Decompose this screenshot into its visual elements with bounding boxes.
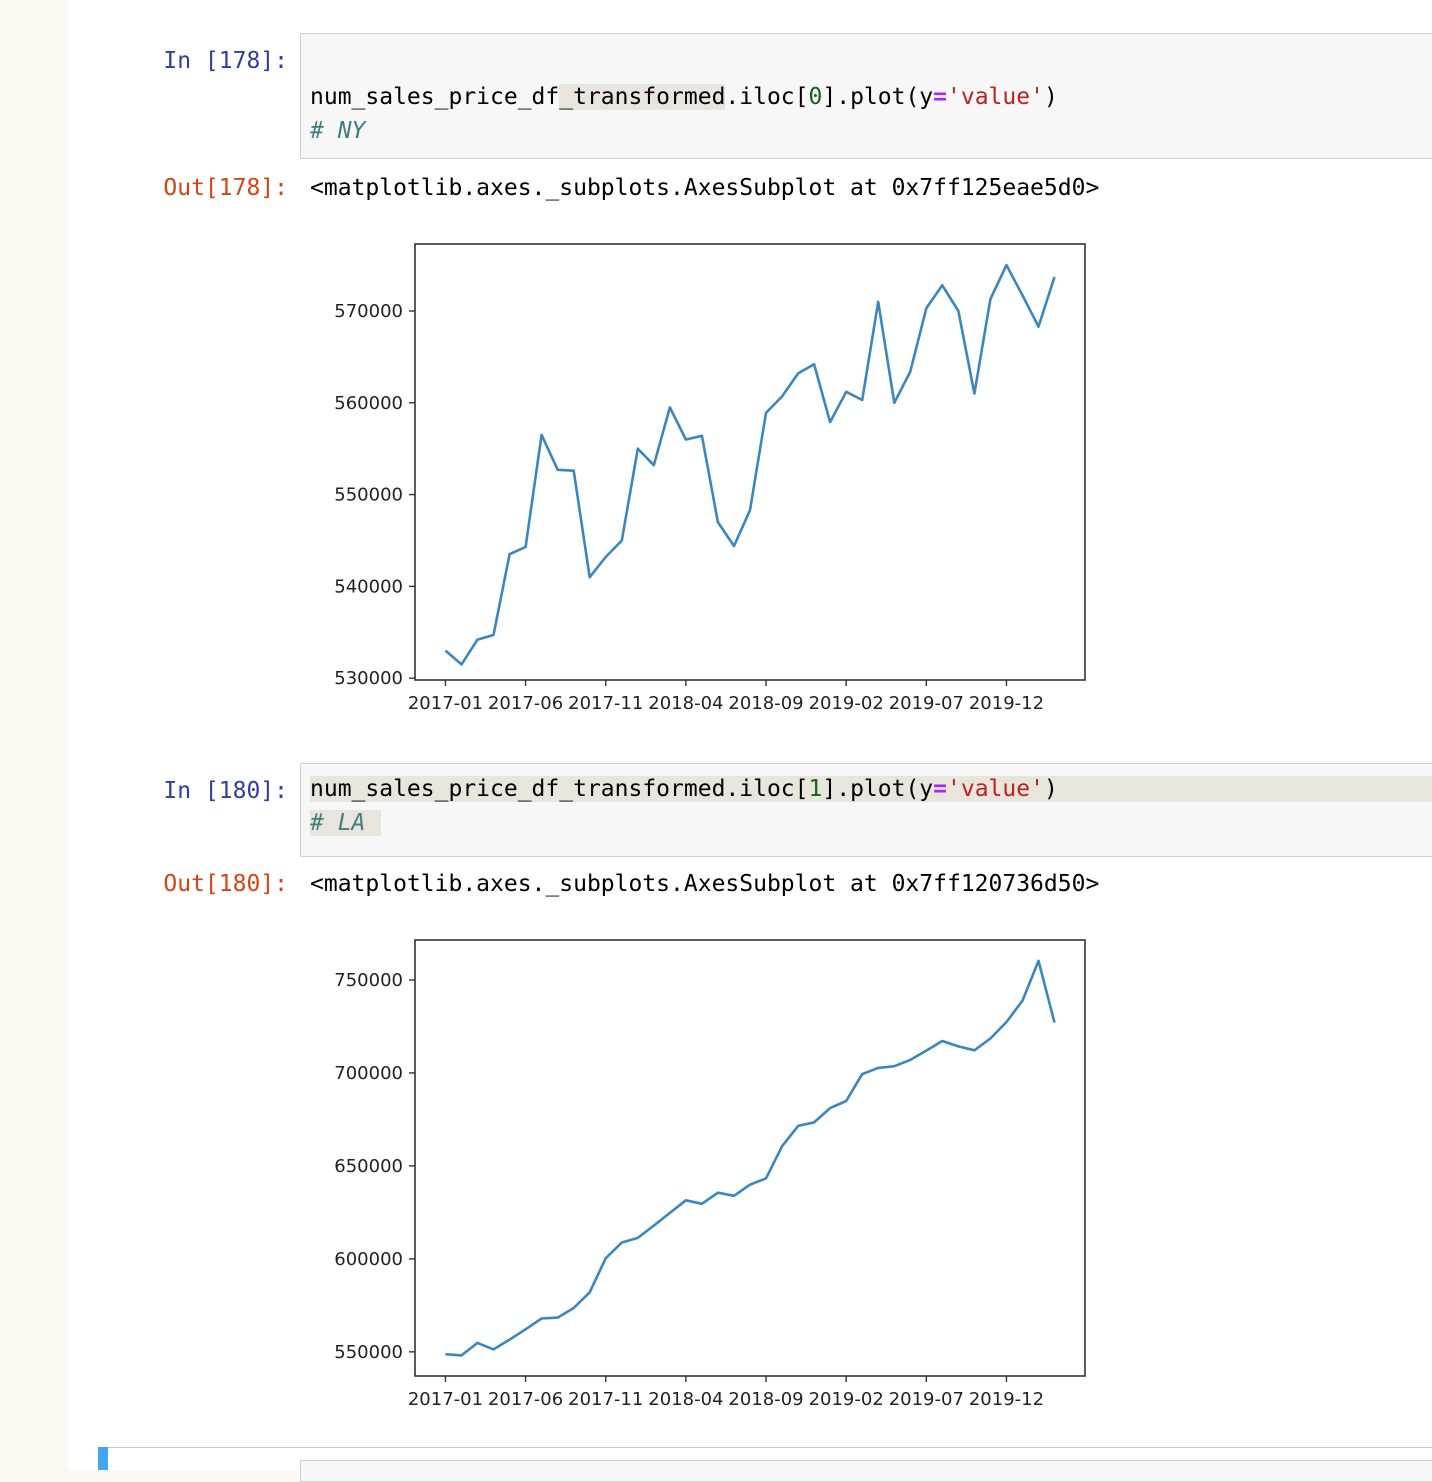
code-token-highlight: _transformed <box>559 84 726 110</box>
selected-cell-indicator <box>98 1447 108 1470</box>
x-tick-label: 2019-12 <box>969 693 1044 714</box>
y-tick-label: 570000 <box>334 301 403 322</box>
x-tick-label: 2019-07 <box>889 693 964 714</box>
code-token: _transformed <box>559 776 726 802</box>
code-number: 1 <box>808 776 823 802</box>
out-prompt: Out[178]: <box>163 175 288 201</box>
x-tick-label: 2019-12 <box>969 1389 1044 1410</box>
output-text: <matplotlib.axes._subplots.AxesSubplot a… <box>310 175 1100 201</box>
y-tick-label: 550000 <box>334 1342 403 1363</box>
code-token: num_sales_price_df <box>310 776 560 802</box>
x-tick-label: 2019-02 <box>809 693 884 714</box>
code-number: 0 <box>808 84 823 110</box>
x-tick-label: 2019-02 <box>809 1389 884 1410</box>
y-tick-label: 550000 <box>334 485 403 506</box>
code-token: ].plot(y <box>822 776 934 802</box>
x-tick-label: 2017-06 <box>488 1389 563 1410</box>
x-tick-label: 2017-06 <box>488 693 563 714</box>
code-token: ) <box>1043 776 1058 802</box>
y-tick-label: 750000 <box>334 970 403 991</box>
in-prompt: In [178]: <box>163 48 288 74</box>
series-line <box>445 959 1056 1357</box>
code-token: ) <box>1043 84 1058 110</box>
code-operator: = <box>933 776 948 802</box>
y-tick-label: 600000 <box>334 1249 403 1270</box>
code-token: .iloc[ <box>725 84 809 110</box>
x-tick-label: 2017-11 <box>568 693 643 714</box>
code-token: ].plot(y <box>822 84 934 110</box>
y-tick-label: 540000 <box>334 576 403 597</box>
x-tick-label: 2017-01 <box>408 693 483 714</box>
code-line: num_sales_price_df_transformed.iloc[0].p… <box>310 84 1058 110</box>
y-tick-label: 530000 <box>334 668 403 689</box>
code-string: 'value' <box>947 84 1044 110</box>
code-comment: # LA <box>310 810 382 836</box>
series-line <box>444 263 1056 666</box>
code-input[interactable]: num_sales_price_df_transformed.iloc[1].p… <box>300 763 1432 857</box>
code-input[interactable]: num_sales_price_df_transformed.iloc[0].p… <box>300 33 1432 159</box>
x-tick-label: 2017-01 <box>408 1389 483 1410</box>
code-line: num_sales_price_df_transformed.iloc[1].p… <box>310 776 1432 802</box>
x-tick-label: 2019-07 <box>889 1389 964 1410</box>
x-tick-label: 2018-09 <box>728 1389 803 1410</box>
y-tick-label: 560000 <box>334 393 403 414</box>
code-token: num_sales_price_df <box>310 84 560 110</box>
y-tick-label: 650000 <box>334 1156 403 1177</box>
out-prompt: Out[180]: <box>163 871 288 897</box>
y-tick-label: 700000 <box>334 1063 403 1084</box>
x-tick-label: 2018-04 <box>648 693 723 714</box>
output-text: <matplotlib.axes._subplots.AxesSubplot a… <box>310 871 1100 897</box>
x-tick-label: 2018-04 <box>648 1389 723 1410</box>
x-tick-label: 2018-09 <box>728 693 803 714</box>
plot-frame <box>414 243 1086 681</box>
plot-frame <box>414 939 1086 1377</box>
code-string: 'value' <box>947 776 1044 802</box>
code-token: .iloc[ <box>725 776 809 802</box>
code-comment: # NY <box>310 118 366 144</box>
in-prompt: In [180]: <box>163 778 288 804</box>
next-cell-input[interactable] <box>300 1460 1432 1482</box>
code-operator: = <box>933 84 948 110</box>
x-tick-label: 2017-11 <box>568 1389 643 1410</box>
